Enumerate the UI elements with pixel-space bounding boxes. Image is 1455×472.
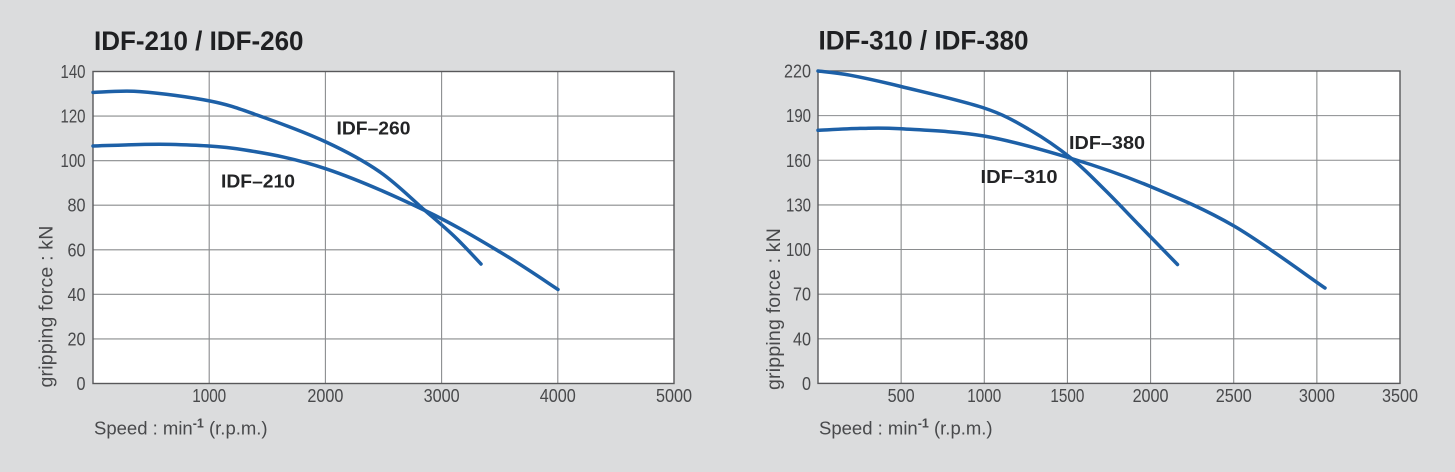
svg-text:2000: 2000	[307, 386, 343, 406]
svg-text:140: 140	[61, 62, 86, 82]
svg-text:IDF–260: IDF–260	[337, 119, 411, 139]
svg-text:gripping force : kN: gripping force : kN	[763, 228, 785, 390]
svg-text:0: 0	[802, 374, 811, 394]
svg-text:0: 0	[77, 374, 86, 394]
svg-text:70: 70	[793, 285, 811, 305]
svg-text:500: 500	[888, 386, 915, 406]
svg-text:5000: 5000	[656, 386, 692, 406]
svg-text:220: 220	[784, 62, 811, 82]
svg-text:100: 100	[786, 240, 811, 260]
svg-text:IDF–380: IDF–380	[1069, 133, 1145, 153]
svg-text:1000: 1000	[967, 386, 1001, 406]
svg-text:190: 190	[786, 106, 811, 126]
svg-text:IDF-210 / IDF-260: IDF-210 / IDF-260	[94, 26, 304, 56]
svg-text:Speed : min-1 (r.p.m.): Speed : min-1 (r.p.m.)	[819, 417, 993, 439]
svg-text:100: 100	[61, 151, 86, 171]
svg-text:1000: 1000	[192, 386, 226, 406]
svg-text:IDF-310 / IDF-380: IDF-310 / IDF-380	[819, 26, 1029, 56]
svg-text:2500: 2500	[1216, 386, 1252, 406]
svg-text:40: 40	[68, 285, 86, 305]
svg-text:20: 20	[68, 329, 86, 349]
svg-text:130: 130	[786, 195, 811, 215]
svg-text:IDF–210: IDF–210	[221, 172, 295, 192]
svg-text:Speed : min-1 (r.p.m.): Speed : min-1 (r.p.m.)	[94, 417, 268, 439]
svg-text:60: 60	[68, 240, 86, 260]
svg-text:1500: 1500	[1050, 386, 1084, 406]
svg-text:2000: 2000	[1133, 386, 1169, 406]
svg-text:80: 80	[68, 196, 86, 216]
svg-text:3000: 3000	[424, 386, 460, 406]
svg-text:120: 120	[61, 107, 86, 127]
svg-text:3500: 3500	[1382, 386, 1418, 406]
svg-text:160: 160	[786, 151, 811, 171]
svg-text:3000: 3000	[1299, 386, 1335, 406]
svg-text:IDF–310: IDF–310	[981, 167, 1058, 187]
svg-text:gripping force : kN: gripping force : kN	[36, 225, 58, 387]
svg-text:4000: 4000	[540, 386, 576, 406]
svg-text:40: 40	[793, 329, 811, 349]
